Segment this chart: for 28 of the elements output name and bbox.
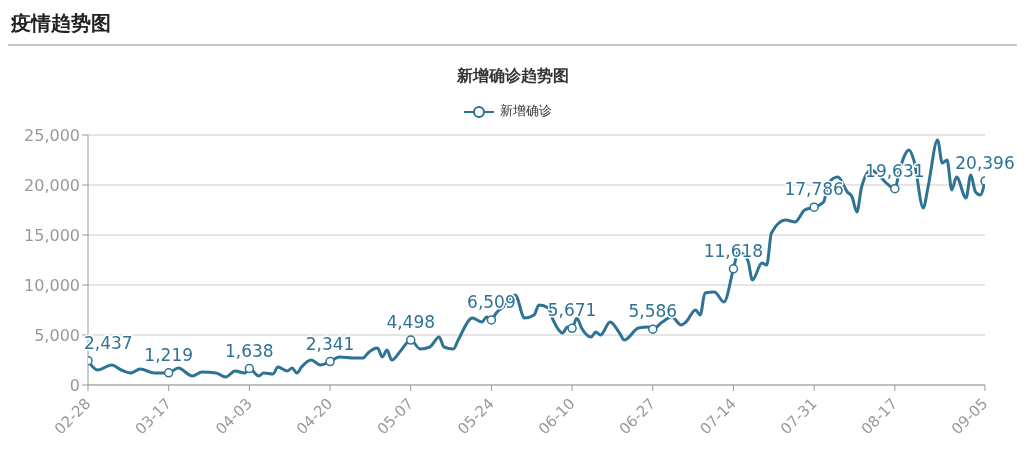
data-label: 11,618 <box>703 240 764 261</box>
data-label: 5,586 <box>628 301 678 322</box>
data-label: 2,437 <box>84 332 133 353</box>
point <box>405 335 416 345</box>
point <box>567 323 577 334</box>
y-tick-label: 15,000 <box>24 225 80 245</box>
point <box>486 315 497 325</box>
y-tick-label: 25,000 <box>24 125 80 145</box>
y-tick-label: 5,000 <box>34 325 80 345</box>
data-label: 1,219 <box>144 344 194 365</box>
point <box>325 356 335 367</box>
y-tick-label: 0 <box>69 375 80 395</box>
chart-subtitle: 新增确诊趋势图 <box>455 66 570 87</box>
point <box>728 264 739 274</box>
data-label: 4,498 <box>386 312 436 333</box>
point <box>809 202 819 212</box>
legend-label: 新增确诊 <box>498 103 552 118</box>
point <box>890 183 900 194</box>
point <box>648 324 658 334</box>
data-label: 2,341 <box>305 333 355 354</box>
data-label: 20,396 <box>955 153 1015 174</box>
chart-title: 疫情趋势图 <box>8 8 1017 46</box>
y-tick-label: 20,000 <box>24 175 80 195</box>
data-label: 5,671 <box>547 300 597 321</box>
point <box>163 368 174 378</box>
y-tick-label: 10,000 <box>24 275 80 295</box>
data-label: 1,638 <box>225 340 274 361</box>
point <box>244 363 255 374</box>
